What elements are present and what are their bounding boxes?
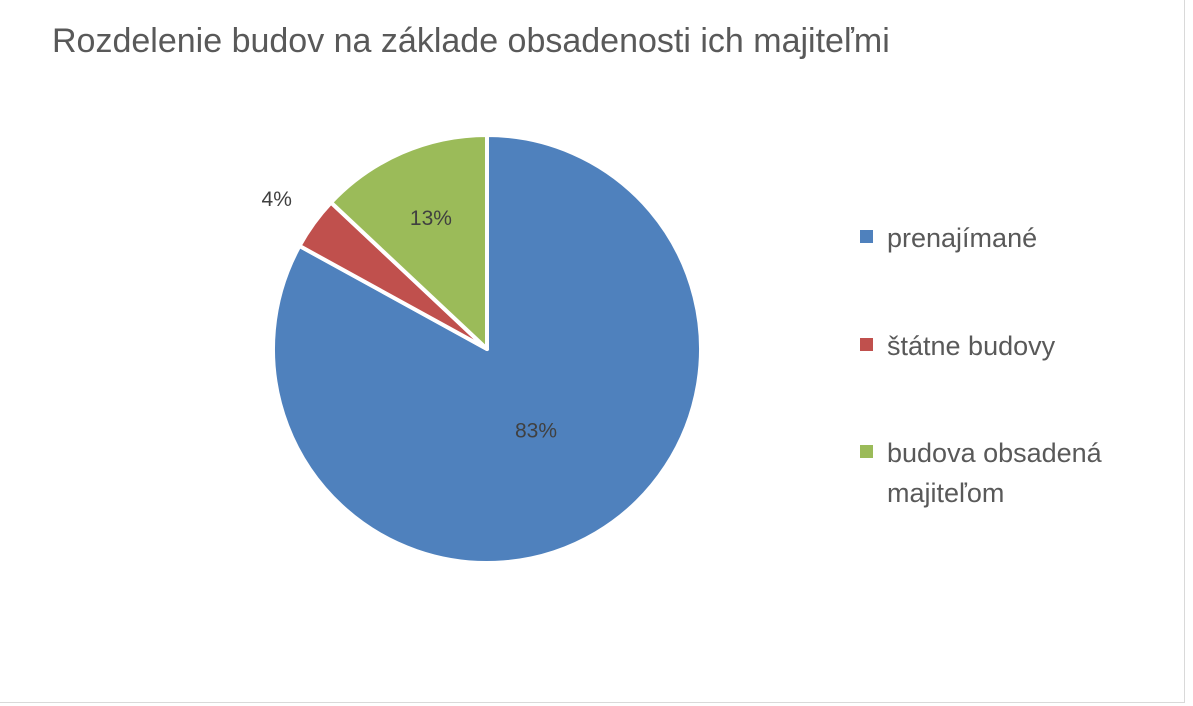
legend-label-statne-budovy: štátne budovy: [887, 331, 1056, 361]
pie-data-label-0: 83%: [515, 419, 557, 442]
chart-title: Rozdelenie budov na základe obsadenosti …: [52, 22, 890, 60]
legend-label-prenajimane: prenajímané: [887, 223, 1038, 253]
legend-item-statne-budovy: štátne budovy: [860, 326, 1147, 366]
legend-label-budova-obsadena-majitelom: budova obsadená majiteľom: [887, 438, 1102, 508]
pie-data-label-1: 4%: [262, 188, 292, 211]
legend-item-budova-obsadena-majitelom: budova obsadená majiteľom: [860, 433, 1147, 513]
legend-swatch-prenajimane: [860, 230, 873, 243]
pie-data-label-2: 13%: [410, 207, 452, 230]
legend-swatch-statne-budovy: [860, 338, 873, 351]
legend-item-prenajimane: prenajímané: [860, 218, 1147, 258]
legend-swatch-budova-obsadena-majitelom: [860, 445, 873, 458]
pie-slice-2: [329, 133, 489, 351]
pie-slice-0: [271, 133, 703, 565]
